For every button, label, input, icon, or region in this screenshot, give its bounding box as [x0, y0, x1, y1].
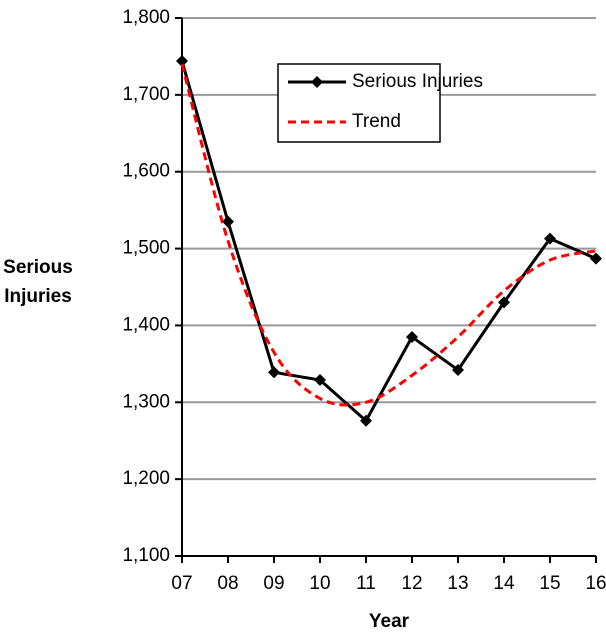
x-tick-label: 10: [309, 573, 330, 594]
legend-label: Serious Injuries: [352, 71, 483, 92]
marker: [176, 55, 188, 68]
marker: [406, 330, 418, 343]
y-tick-label: 1,500: [122, 238, 170, 259]
marker: [452, 364, 464, 377]
x-tick-label: 12: [401, 573, 422, 594]
y-tick-label: 1,400: [122, 314, 170, 335]
legend-label: Trend: [352, 111, 401, 132]
x-tick-label: 09: [263, 573, 284, 594]
marker: [544, 232, 556, 245]
marker: [222, 215, 234, 228]
y-tick-label: 1,700: [122, 84, 170, 105]
x-tick-label: 14: [493, 573, 515, 594]
x-tick-label: 15: [539, 573, 560, 594]
series-line: [180, 60, 597, 424]
x-tick-label: 13: [447, 573, 468, 594]
marker: [268, 366, 280, 379]
series-line: [180, 63, 597, 407]
marker: [360, 414, 372, 427]
y-tick-label: 1,800: [122, 7, 170, 28]
y-axis-label: Serious Injuries: [3, 257, 73, 307]
marker: [590, 252, 602, 265]
y-tick-label: 1,100: [122, 545, 170, 566]
y-tick-label: 1,300: [122, 391, 170, 412]
y-tick-label: 1,200: [122, 468, 170, 489]
x-tick-label: 11: [356, 573, 376, 594]
x-tick-label: 07: [171, 573, 192, 594]
marker: [314, 373, 326, 386]
x-tick-label: 08: [217, 573, 238, 594]
y-tick-label: 1,600: [122, 161, 170, 182]
x-tick-label: 16: [585, 573, 606, 594]
legend-marker: [311, 76, 323, 88]
marker: [498, 296, 510, 309]
legend-box: [277, 63, 441, 143]
x-axis-label: Year: [369, 611, 410, 632]
